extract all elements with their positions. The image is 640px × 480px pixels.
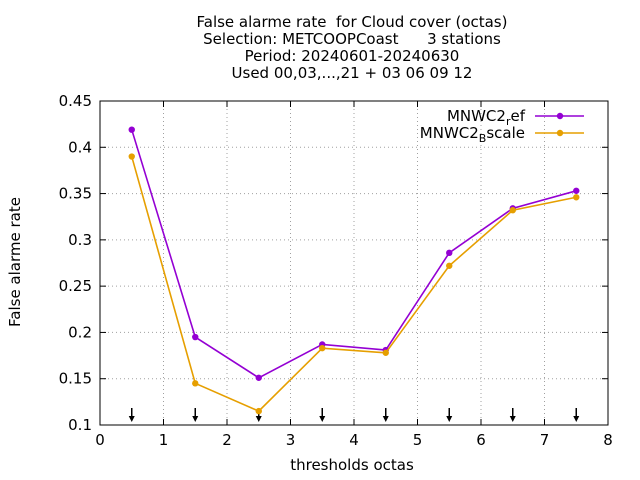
grid-lines — [100, 101, 608, 425]
y-tick-label: 0.25 — [59, 277, 92, 295]
chart-title: False alarme rate for Cloud cover (octas… — [0, 14, 640, 82]
data-point — [446, 249, 453, 257]
y-tick-label: 0.45 — [59, 92, 92, 110]
data-point — [573, 187, 580, 194]
data-point — [382, 349, 389, 356]
y-tick-label: 0.35 — [59, 185, 92, 203]
data-point — [255, 407, 262, 415]
x-tick-label: 5 — [413, 431, 423, 449]
data-point — [255, 374, 262, 381]
chart-title-line-3: Period: 20240601-20240630 — [244, 47, 460, 65]
x-tick-label: 1 — [159, 431, 169, 449]
chart-title-line-4: Used 00,03,...,21 + 03 06 09 12 — [231, 64, 473, 82]
legend-swatch-point — [556, 112, 564, 120]
legend-swatch-point — [556, 129, 564, 137]
x-tick-label: 8 — [603, 431, 613, 449]
arrow-head — [192, 416, 199, 422]
x-tick-label: 7 — [540, 431, 550, 449]
data-point — [319, 344, 326, 352]
x-tick-label: 6 — [476, 431, 486, 449]
arrow-head — [573, 416, 580, 422]
chart-title-line-2: Selection: METCOOPCoast 3 stations — [203, 30, 501, 48]
x-tick-label: 4 — [349, 431, 359, 449]
x-axis-label: thresholds octas — [290, 456, 414, 474]
data-point — [446, 262, 453, 269]
arrow-head — [446, 416, 453, 422]
data-point — [509, 207, 516, 214]
series-2 — [128, 153, 580, 415]
x-tick-label: 2 — [222, 431, 232, 449]
data-point — [128, 126, 135, 133]
data-point — [573, 194, 580, 201]
y-axis: 0.1 0.15 0.2 0.25 0.3 0.35 0.4 0.45 — [59, 92, 608, 434]
legend-label: MNWC2ref — [447, 107, 526, 128]
chart-title-line-1: False alarme rate for Cloud cover (octas… — [196, 13, 508, 31]
arrow-head — [319, 416, 326, 422]
data-point — [128, 153, 135, 160]
series-line — [130, 129, 577, 379]
data-point — [192, 380, 199, 387]
y-tick-label: 0.4 — [68, 138, 92, 156]
y-tick-label: 0.15 — [59, 370, 92, 388]
arrow-head — [128, 416, 135, 422]
y-tick-label: 0.2 — [68, 323, 92, 341]
data-point — [192, 333, 199, 341]
x-tick-label: 0 — [95, 431, 105, 449]
arrow-head — [509, 416, 516, 422]
x-axis: 0 1 2 3 4 5 6 7 8 — [95, 101, 613, 449]
series-line — [130, 156, 577, 413]
arrow-head — [255, 416, 262, 422]
arrow-head — [382, 416, 389, 422]
y-tick-label: 0.1 — [68, 416, 92, 434]
y-tick-label: 0.3 — [68, 231, 92, 249]
legend-label: MNWC2Bscale — [420, 124, 525, 145]
x-tick-label: 3 — [286, 431, 296, 449]
y-axis-label: False alarme rate — [6, 197, 24, 327]
